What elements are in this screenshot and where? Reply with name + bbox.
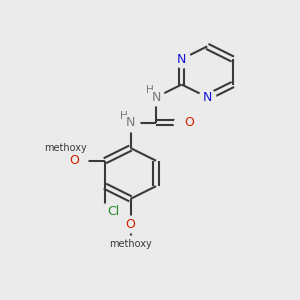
Text: O: O xyxy=(126,218,135,231)
Text: H: H xyxy=(120,111,128,121)
Text: Cl: Cl xyxy=(107,205,119,218)
Text: N: N xyxy=(202,91,212,104)
Text: N: N xyxy=(152,91,161,104)
Text: H: H xyxy=(146,85,154,95)
Text: O: O xyxy=(70,154,79,167)
Text: methoxy: methoxy xyxy=(109,239,152,249)
Text: O: O xyxy=(184,116,194,129)
Text: N: N xyxy=(177,52,186,66)
Text: N: N xyxy=(126,116,135,129)
Text: methoxy: methoxy xyxy=(44,143,87,153)
